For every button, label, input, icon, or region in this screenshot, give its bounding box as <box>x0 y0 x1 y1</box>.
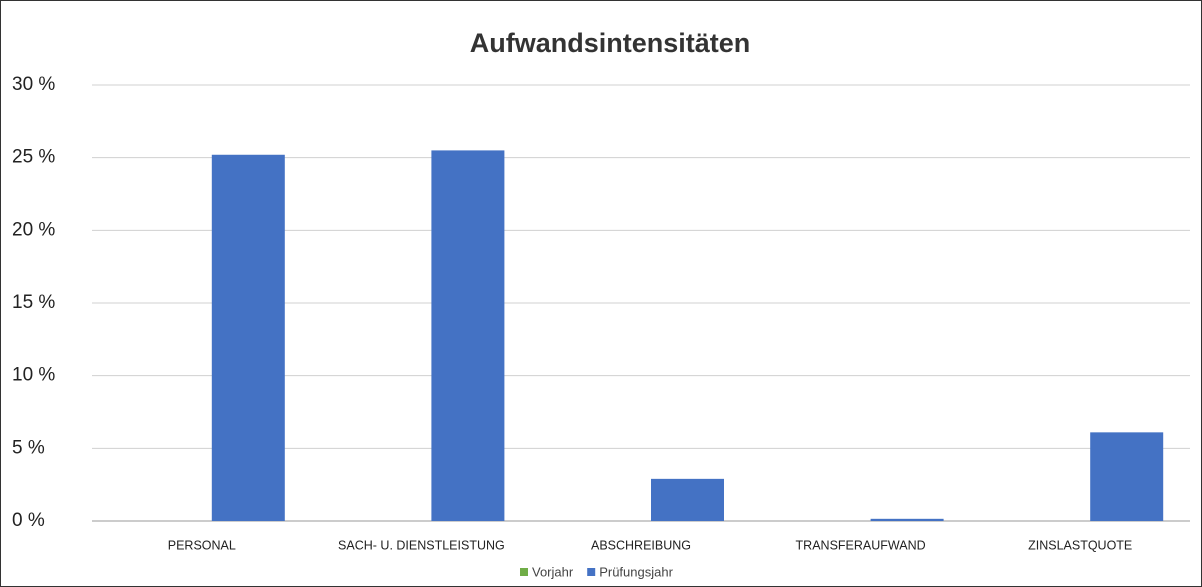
y-tick-label: 5 % <box>12 437 45 458</box>
y-tick-label: 30 % <box>12 74 55 95</box>
x-tick-label: SACH- U. DIENSTLEISTUNG <box>338 538 505 552</box>
chart-title: Aufwandsintensitäten <box>470 28 751 58</box>
legend-label: Vorjahr <box>532 564 574 579</box>
y-tick-label: 10 % <box>12 365 55 386</box>
y-tick-label: 0 % <box>12 510 45 531</box>
legend-swatch <box>520 568 528 576</box>
bar <box>870 518 944 521</box>
bar <box>431 150 505 521</box>
x-tick-label: TRANSFERAUFWAND <box>796 538 926 552</box>
y-tick-label: 25 % <box>12 147 55 168</box>
x-tick-label: ABSCHREIBUNG <box>591 538 691 552</box>
y-tick-label: 20 % <box>12 219 55 240</box>
legend-swatch <box>587 568 596 576</box>
bar <box>1090 432 1164 521</box>
bar <box>211 154 285 521</box>
bar <box>651 478 724 521</box>
x-tick-label: ZINSLASTQUOTE <box>1028 538 1132 552</box>
x-tick-label: PERSONAL <box>168 538 236 552</box>
legend-label: Prüfungsjahr <box>599 564 673 579</box>
y-tick-label: 15 % <box>12 292 55 313</box>
